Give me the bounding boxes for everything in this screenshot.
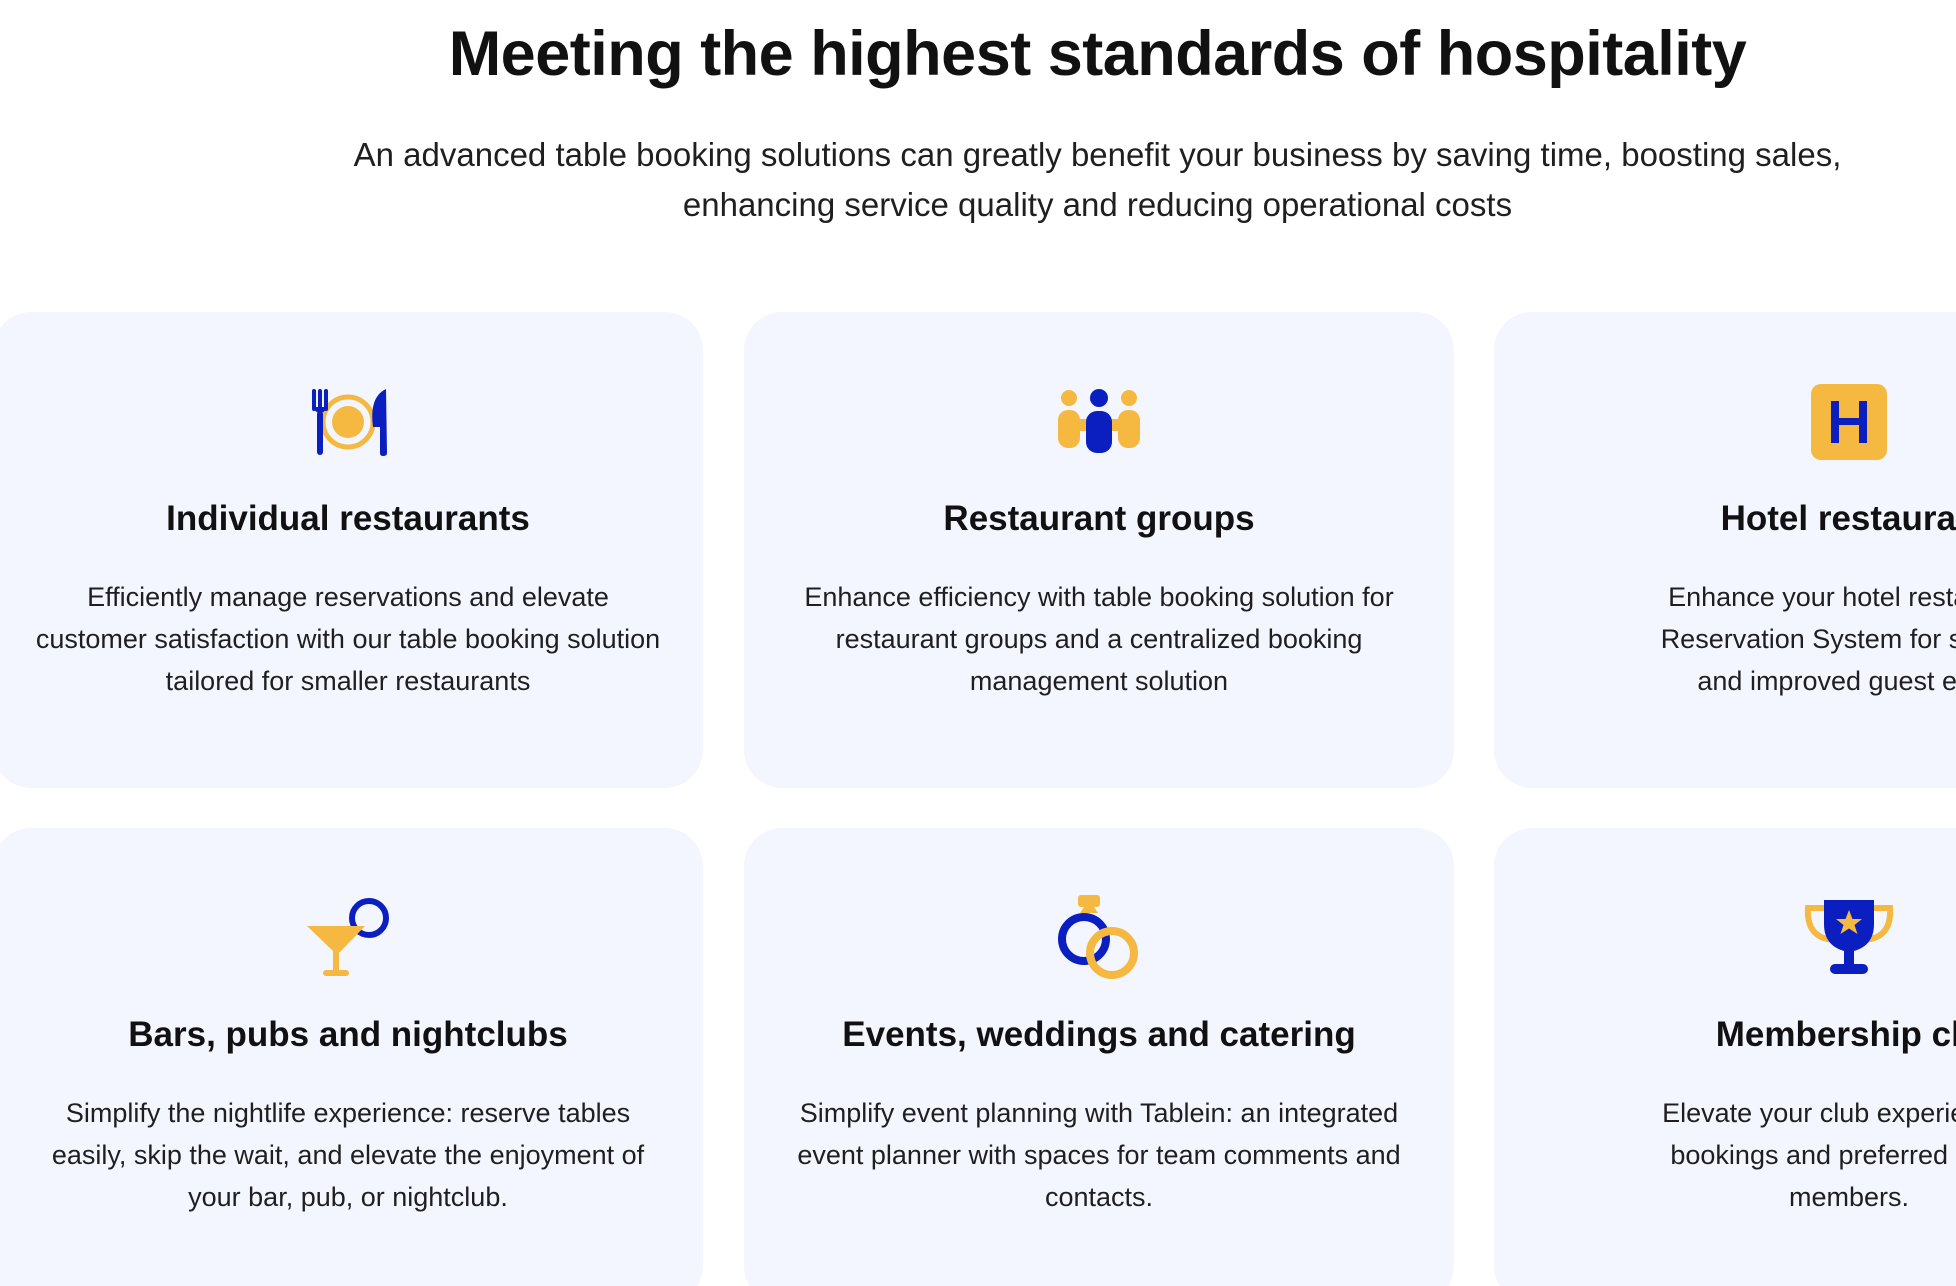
card-title: Bars, pubs and nightclubs <box>128 1015 568 1054</box>
trophy-icon <box>1494 888 1956 988</box>
card-title: Hotel restauran <box>1720 499 1956 538</box>
wedding-rings-icon <box>744 888 1454 988</box>
card-description: Enhance efficiency with table booking so… <box>804 582 1394 696</box>
card-title: Membership clu <box>1715 1015 1956 1054</box>
card-description: Elevate your club experience w bookings … <box>1434 1092 1956 1218</box>
card-individual-restaurants[interactable]: Individual restaurants Efficiently manag… <box>0 312 703 788</box>
page-title: Meeting the highest standards of hospita… <box>448 19 1747 89</box>
card-description: Efficiently manage reservations and elev… <box>35 582 661 696</box>
people-group-icon <box>744 372 1454 472</box>
card-description-line: Elevate your club experience w <box>1662 1098 1956 1128</box>
card-description-line: bookings and preferred seatin <box>1670 1140 1956 1170</box>
card-title: Individual restaurants <box>166 499 530 538</box>
card-description: Simplify event planning with Tablein: an… <box>797 1098 1401 1212</box>
card-description-line: Enhance your hotel restaurant <box>1668 582 1956 612</box>
card-bars-pubs-nightclubs[interactable]: Bars, pubs and nightclubs Simplify the n… <box>0 828 703 1286</box>
card-membership-clubs[interactable]: Membership clu Elevate your club experie… <box>1494 828 1956 1286</box>
cocktail-icon <box>0 888 703 988</box>
card-description-line: Reservation System for streaml <box>1660 624 1956 654</box>
card-restaurant-groups[interactable]: Restaurant groups Enhance efficiency wit… <box>744 312 1454 788</box>
page-subtitle: An advanced table booking solutions can … <box>353 136 1842 223</box>
dining-icon <box>0 372 703 472</box>
card-events-weddings-catering[interactable]: Events, weddings and catering Simplify e… <box>744 828 1454 1286</box>
card-description: Simplify the nightlife experience: reser… <box>51 1098 645 1212</box>
card-hotel-restaurants[interactable]: Hotel restauran Enhance your hotel resta… <box>1494 312 1956 788</box>
card-title: Restaurant groups <box>943 499 1255 538</box>
card-description-line: members. <box>1788 1182 1910 1212</box>
card-title: Events, weddings and catering <box>842 1015 1356 1054</box>
hotel-icon <box>1494 372 1956 472</box>
card-description: Enhance your hotel restaurant Reservatio… <box>1434 576 1956 702</box>
card-description-line: and improved guest expe <box>1697 666 1956 696</box>
